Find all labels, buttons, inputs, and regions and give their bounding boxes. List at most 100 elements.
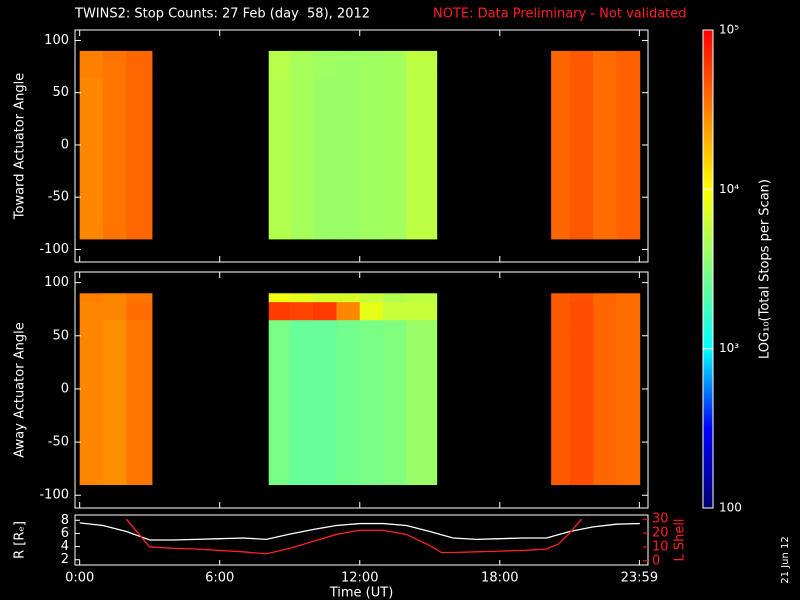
heatmap-cell (593, 59, 617, 78)
heatmap-cell (268, 301, 291, 321)
plot-frame (74, 29, 649, 263)
plot-frame (74, 271, 649, 509)
heatmap-cell (616, 293, 641, 303)
heatmap-cell (126, 59, 153, 78)
heatmap-cell (289, 77, 314, 240)
heatmap-cell (336, 301, 361, 321)
heatmap-cell (289, 319, 314, 486)
heatmap-cell (79, 301, 104, 321)
heatmap-cell (103, 293, 127, 303)
heatmap-cell (616, 319, 641, 486)
heatmap-cell (406, 77, 438, 240)
colorbar-tick-label: 10⁴ (719, 182, 739, 196)
heatmap-cell (551, 293, 571, 303)
heatmap-cell (79, 293, 104, 303)
heatmap-cell (289, 301, 314, 321)
heatmap-cell (593, 77, 617, 240)
heatmap-cell (406, 301, 438, 321)
heatmap-cell (103, 59, 127, 78)
heatmap-cell (126, 319, 153, 486)
y-tick-label: -100 (39, 242, 69, 257)
colorbar-tick-label: 10⁵ (719, 23, 739, 37)
x-tick-label: 23:59 (621, 571, 658, 586)
heatmap-cell (359, 293, 384, 303)
x-tick-label: 12:00 (341, 571, 378, 586)
heatmap-cell (336, 319, 361, 486)
heatmap-cell (406, 59, 438, 78)
heatmap-cell (551, 301, 571, 321)
y-tick-label: -50 (48, 435, 69, 450)
y-tick-label: 2 (61, 552, 69, 567)
heatmap-cell (551, 319, 571, 486)
heatmap-cell (103, 319, 127, 486)
heatmap-cell (289, 59, 314, 78)
heatmap-cell (268, 77, 291, 240)
heatmap-cell (359, 77, 384, 240)
heatmap-cell (313, 77, 337, 240)
heatmap-cell (551, 59, 571, 78)
heatmap-cell (593, 319, 617, 486)
heatmap-cell (79, 319, 104, 486)
series-line (79, 522, 640, 541)
x-tick-label: 18:00 (481, 571, 518, 586)
heatmap-cell (383, 293, 407, 303)
heatmap-cell (289, 50, 314, 60)
heatmap-cell (313, 301, 337, 321)
heatmap-cell (289, 293, 314, 303)
y2-tick-label: 30 (652, 512, 669, 527)
heatmap-cell (313, 59, 337, 78)
heatmap-cell (383, 301, 407, 321)
x-axis-label: Time (UT) (329, 586, 394, 600)
heatmap-cell (616, 50, 641, 60)
heatmap-cell (359, 59, 384, 78)
heatmap-cell (268, 293, 291, 303)
heatmap-cell (406, 319, 438, 486)
heatmap-cell (616, 77, 641, 240)
heatmap-cell (268, 50, 291, 60)
heatmap-cell (336, 59, 361, 78)
y-tick-label: 100 (44, 33, 69, 48)
colorbar-tick-label: 10³ (719, 341, 739, 355)
colorbar-label: LOG₁₀(Total Stops per Scan) (758, 179, 773, 359)
heatmap-cell (313, 319, 337, 486)
heatmap-cell (593, 301, 617, 321)
heatmap-cell (79, 77, 104, 240)
heatmap-cell (313, 50, 337, 60)
y-tick-label: 100 (44, 275, 69, 290)
heatmap-cell (383, 77, 407, 240)
y-tick-label: 8 (61, 513, 69, 528)
heatmap-cell (126, 50, 153, 60)
colorbar (703, 30, 713, 508)
date-stamp: 21 Jun 12 (780, 536, 791, 583)
heatmap-cell (313, 293, 337, 303)
y2-axis-label: L Shell (673, 518, 688, 561)
heatmap-cell (616, 59, 641, 78)
heatmap-cell (569, 319, 594, 486)
heatmap-cell (336, 50, 361, 60)
heatmap-cell (103, 301, 127, 321)
heatmap-cell (569, 77, 594, 240)
colorbar-tick-label: 100 (719, 501, 742, 515)
heatmap-cell (593, 293, 617, 303)
x-tick-label: 6:00 (205, 571, 234, 586)
heatmap-cell (268, 59, 291, 78)
heatmap-cell (569, 59, 594, 78)
heatmap-cell (126, 293, 153, 303)
heatmap-cell (551, 50, 571, 60)
y2-tick-label: 10 (652, 539, 669, 554)
y-tick-label: 6 (61, 526, 69, 541)
heatmap-cell (406, 50, 438, 60)
heatmap-cell (593, 50, 617, 60)
y-axis-label: R [Rₑ] (13, 521, 28, 559)
heatmap-cell (406, 293, 438, 303)
y-tick-label: -50 (48, 190, 69, 205)
heatmap-cell (569, 301, 594, 321)
heatmap-cell (336, 77, 361, 240)
y2-tick-label: 0 (652, 553, 660, 568)
heatmap-cell (126, 301, 153, 321)
heatmap-cell (569, 50, 594, 60)
y-tick-label: 0 (61, 381, 69, 396)
heatmap-cell (569, 293, 594, 303)
heatmap-cell (551, 77, 571, 240)
